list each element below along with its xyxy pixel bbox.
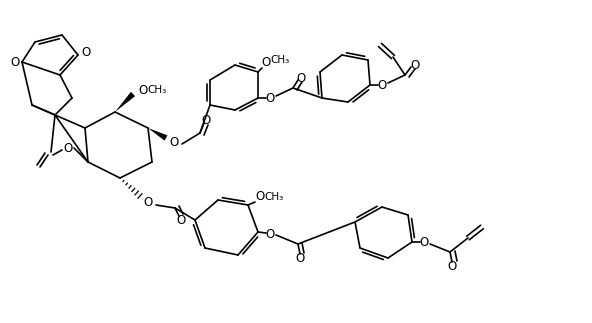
Text: O: O xyxy=(448,259,456,273)
Polygon shape xyxy=(148,128,168,141)
Text: O: O xyxy=(377,78,387,91)
Text: O: O xyxy=(81,46,91,58)
Text: O: O xyxy=(410,58,420,71)
Text: O: O xyxy=(11,56,20,68)
Text: O: O xyxy=(265,91,275,105)
Text: O: O xyxy=(255,191,265,203)
Text: O: O xyxy=(139,84,147,97)
Text: O: O xyxy=(262,56,271,68)
Text: O: O xyxy=(295,252,305,265)
Polygon shape xyxy=(115,92,135,112)
Text: O: O xyxy=(176,214,186,226)
Text: O: O xyxy=(201,113,211,127)
Text: O: O xyxy=(63,141,73,154)
Text: O: O xyxy=(169,136,179,149)
Text: O: O xyxy=(143,196,153,210)
Text: CH₃: CH₃ xyxy=(265,192,284,202)
Text: O: O xyxy=(265,227,275,241)
Text: O: O xyxy=(297,71,305,85)
Text: CH₃: CH₃ xyxy=(271,55,289,65)
Text: O: O xyxy=(419,235,429,248)
Text: CH₃: CH₃ xyxy=(147,85,166,95)
